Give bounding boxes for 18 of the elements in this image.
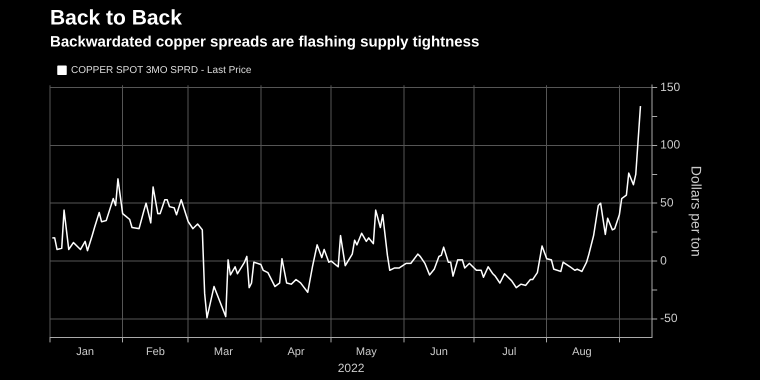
y-tick-label: 100 <box>660 138 681 152</box>
y-axis-title: Dollars per ton <box>688 166 705 257</box>
y-tick-label: 50 <box>660 196 674 210</box>
x-tick-label: Jan <box>76 346 94 358</box>
x-axis-title: 2022 <box>338 361 365 376</box>
x-tick-label: Apr <box>287 346 305 358</box>
x-tick-label: Mar <box>214 346 234 358</box>
chart-title: Back to Back <box>50 6 182 30</box>
x-tick-label: Aug <box>572 346 592 358</box>
y-tick-label: 150 <box>660 80 681 94</box>
legend-label: COPPER SPOT 3MO SPRD - Last Price <box>71 64 252 76</box>
x-tick-label: Feb <box>146 346 165 358</box>
y-tick-label: 0 <box>660 253 668 268</box>
x-tick-label: Jul <box>502 346 516 358</box>
chart-subtitle: Backwardated copper spreads are flashing supply tightness <box>50 33 480 50</box>
x-tick-label: May <box>356 346 378 358</box>
y-tick-label: -50 <box>660 311 678 326</box>
x-tick-label: Jun <box>430 346 448 358</box>
